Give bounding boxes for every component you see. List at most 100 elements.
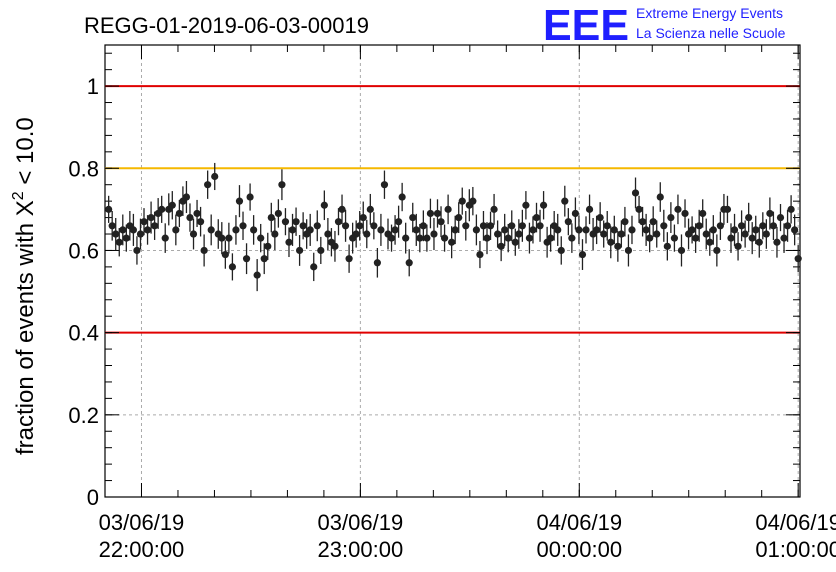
y-tick-label: 1 [87,74,99,99]
data-point [338,205,346,213]
data-point [479,222,488,230]
data-point [419,222,427,230]
data-point [182,193,191,201]
data-point [617,230,625,238]
data-point [356,222,364,230]
data-point [136,230,145,238]
data-point [791,226,799,234]
data-point [504,234,512,242]
data-point [200,246,208,255]
data-point [444,205,452,213]
data-point [656,193,664,201]
data-point [175,209,183,218]
data-point [416,234,424,242]
data-point [391,226,399,234]
y-tick-label: 0.2 [68,403,99,428]
data-point [681,209,689,218]
data-point [716,222,724,230]
data-point [607,238,615,246]
data-point [670,234,679,242]
data-point [536,222,544,230]
data-point [773,238,781,246]
data-point [352,230,360,238]
data-point [759,222,767,230]
data-point [331,242,339,250]
data-point [737,222,746,230]
data-point [426,209,435,218]
x-tick-label-time: 00:00:00 [536,537,622,562]
data-point [766,209,774,218]
data-point [525,234,534,242]
data-point [628,226,636,234]
y-axis-title-main: fraction of events with Χ [12,200,39,455]
data-point [211,172,219,181]
data-point [752,226,760,234]
data-point [373,259,381,267]
data-point [727,234,735,242]
data-point [638,218,647,226]
data-point [596,213,604,222]
data-point [398,193,406,201]
data-point [748,234,756,242]
data-point [274,209,282,218]
data-point [518,222,526,230]
data-point [306,226,314,234]
data-point [143,226,152,234]
data-point [204,181,212,189]
x-tick-label-date: 04/06/19 [536,510,622,535]
data-point [646,234,654,242]
data-point [610,226,618,234]
data-point [246,193,254,201]
y-axis-title-superscript: 2 [10,191,27,200]
data-point [161,234,169,242]
data-point [129,226,138,234]
data-point [221,250,229,259]
data-point [140,218,148,226]
data-point [635,205,643,213]
data-point [741,230,749,238]
data-point [624,246,633,255]
data-point [547,234,555,242]
data-point [472,226,480,234]
data-point [260,255,268,263]
data-point [568,234,576,242]
data-point [455,213,463,222]
data-point [776,213,785,222]
logo-line-1: Extreme Energy Events [636,5,783,21]
data-point [787,205,795,213]
data-point [147,213,155,222]
data-point [554,226,562,234]
data-point [105,205,113,213]
data-point [370,222,378,230]
data-point [702,230,710,238]
data-point [780,234,788,242]
logo-line-2: La Scienza nelle Scuole [636,25,786,41]
data-point [649,218,657,226]
data-point [745,213,753,222]
data-point [292,218,300,226]
data-point [695,222,703,230]
data-point [564,218,572,226]
data-point [228,263,237,271]
data-point [734,242,742,250]
data-point [133,246,141,255]
chart-title: REGG-01-2019-06-03-00019 [84,13,369,38]
data-point [232,226,240,234]
data-point [600,230,608,238]
x-tick-label-time: 01:00:00 [755,537,836,562]
y-tick-label: 0.4 [68,321,99,346]
reference-lines [105,85,800,334]
data-point [578,250,587,259]
data-point [593,226,601,234]
grid-lines [105,45,800,497]
x-axis: 03/06/1922:00:0003/06/1923:00:0004/06/19… [99,45,836,562]
data-point [433,209,442,218]
data-point [412,226,420,234]
data-point [345,255,353,263]
data-point [377,226,385,234]
data-point [603,222,611,230]
data-point [341,222,350,230]
data-point [614,242,622,250]
data-point [158,205,166,213]
data-point [688,226,696,234]
